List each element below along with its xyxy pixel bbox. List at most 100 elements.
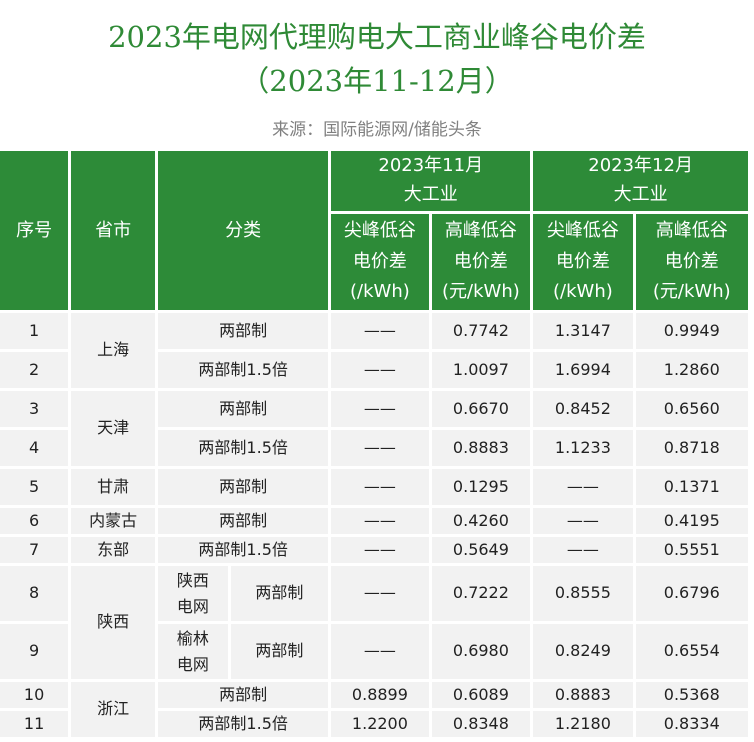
category-cell: 两部制1.5倍 [158,537,329,563]
value-cell: 0.6670 [431,391,531,427]
table-row: 3 天津 两部制 —— 0.6670 0.8452 0.6560 [0,391,748,466]
category-cell: 两部制 [158,313,329,349]
province-cell: 东部 [71,537,156,563]
header-col-line: (元/kWh) [442,281,520,303]
header-month: 2023年12月 大工业 [533,151,748,211]
value-cell: —— [331,508,429,534]
month-label: 2023年11月 [378,155,484,177]
value-cell: 0.6796 [635,566,748,621]
value-cell: 0.1295 [431,469,531,505]
table-row: 5 甘肃 两部制 —— 0.1295 —— 0.1371 [0,469,748,505]
value-cell: 1.3147 [533,313,633,349]
value-cell: 0.4195 [635,508,748,534]
value-cell: 0.6089 [431,682,531,708]
value-cell: —— [331,624,429,679]
value-cell: —— [331,352,429,388]
header-col-line: 电价差 [352,250,407,272]
table-row: 8 陕西 陕西电网 两部制 —— 0.7222 0.8555 0.6796 [0,566,748,679]
header-col-line: (/kWh) [553,281,613,303]
header-col: 高峰低谷电价差 (元/kWh) [431,214,531,310]
value-cell: 0.4260 [431,508,531,534]
header-col-line: (元/kWh) [652,281,731,303]
header-col: 尖峰低谷电价差 (/kWh) [331,214,429,310]
header-col: 高峰低谷 电价差 (元/kWh) [635,214,748,310]
category-cell: 两部制 [230,566,329,621]
grid-cell: 榆林电网 [158,624,228,679]
value-cell: 0.5649 [431,537,531,563]
value-cell: 0.8555 [533,566,633,621]
header-col-line: 高峰低谷 [444,220,517,242]
seq-cell: 7 [0,537,69,563]
value-cell: 0.1371 [635,469,748,505]
value-cell: —— [533,469,633,505]
value-cell: 1.2200 [331,711,429,737]
category-cell: 两部制 [158,682,329,708]
value-cell: 0.5551 [635,537,748,563]
value-cell: 0.6560 [635,391,748,427]
value-cell: —— [331,430,429,466]
category-cell: 两部制1.5倍 [158,352,329,388]
category-cell: 两部制 [158,508,329,534]
header-province: 省市 [71,151,156,310]
header-col-line: 尖峰低谷 [546,220,619,242]
value-cell: 0.8899 [331,682,429,708]
seq-cell: 11 [0,711,69,737]
value-cell: 0.8883 [533,682,633,708]
province-cell: 浙江 [71,682,156,737]
header-col-line: 电价差 [453,250,508,272]
value-cell: 0.6980 [431,624,531,679]
month-sub: 大工业 [403,184,458,205]
category-cell: 两部制1.5倍 [158,711,329,737]
table-row: 10 浙江 两部制 0.8899 0.6089 0.8883 0.5368 [0,682,748,737]
value-cell: 0.8883 [431,430,531,466]
province-cell: 陕西 [71,566,156,679]
category-cell: 两部制 [158,391,329,427]
seq-cell: 9 [0,624,69,679]
table-row: 6 内蒙古 两部制 —— 0.4260 —— 0.4195 [0,508,748,534]
header-col: 尖峰低谷电价差 (/kWh) [533,214,633,310]
value-cell: —— [331,469,429,505]
seq-cell: 5 [0,469,69,505]
value-cell: 0.8334 [635,711,748,737]
seq-cell: 3 [0,391,69,427]
value-cell: —— [331,537,429,563]
source-note: 来源：国际能源网/储能头条 [272,120,482,140]
price-table: 序号 省市 分类 2023年11月 大工业 2023年12月 大工业 尖峰低谷 电价差 (/kWh… [0,148,751,740]
value-cell: 0.8718 [635,430,748,466]
table-row: 4 两部制1.5倍 —— 0.8883 1.1233 0.8718 [0,430,748,466]
value-cell: —— [533,508,633,534]
category-cell: 两部制1.5倍 [158,430,329,466]
value-cell: 1.2860 [635,352,748,388]
value-cell: —— [331,566,429,621]
header-col-line: (/kWh) [350,281,410,303]
province-cell: 甘肃 [71,469,156,505]
category-cell: 两部制 [158,469,329,505]
seq-cell: 6 [0,508,69,534]
page-title: 2023年电网代理购电大工商业峰谷电价差 [108,20,646,54]
category-cell: 两部制 [230,624,329,679]
value-cell: 0.8348 [431,711,531,737]
value-cell: 0.7222 [431,566,531,621]
province-cell: 内蒙古 [71,508,156,534]
value-cell: 1.6994 [533,352,633,388]
value-cell: 1.2180 [533,711,633,737]
province-cell: 天津 [71,391,156,466]
seq-cell: 2 [0,352,69,388]
value-cell: 1.1233 [533,430,633,466]
table-row: 11 两部制1.5倍 1.2200 0.8348 1.2180 0.8334 [0,711,748,737]
month-sub: 大工业 [613,184,668,205]
value-cell: —— [331,391,429,427]
grid-cell: 陕西电网 [158,566,228,621]
table-row: 9 榆林电网 两部制 —— 0.6980 0.8249 0.6554 [0,624,748,679]
value-cell: 0.5368 [635,682,748,708]
value-cell: 0.6554 [635,624,748,679]
seq-cell: 8 [0,566,69,621]
seq-cell: 4 [0,430,69,466]
header-col-line: 尖峰低谷 [343,220,416,242]
header-seq: 序号 [0,151,69,310]
value-cell: —— [331,313,429,349]
seq-cell: 10 [0,682,69,708]
month-label: 2023年12月 [588,155,693,177]
value-cell: 0.8249 [533,624,633,679]
header-col-line: 电价差 [555,250,610,272]
